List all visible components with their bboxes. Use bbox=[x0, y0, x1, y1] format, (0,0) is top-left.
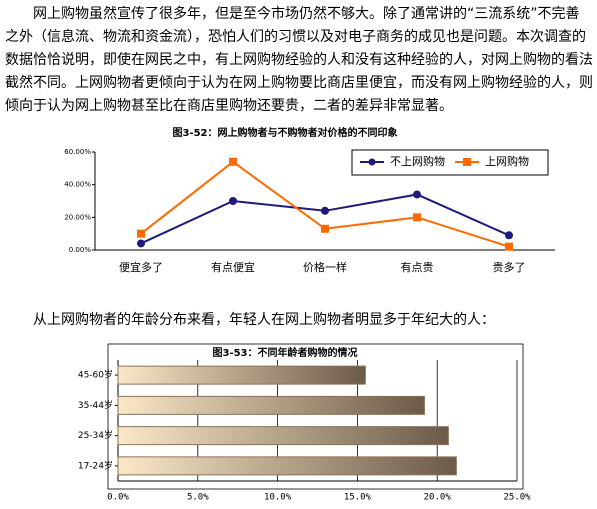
chart-title: 图3-53：不同年龄者购物的情况 bbox=[212, 346, 357, 359]
x-tick-label: 0.0% bbox=[107, 493, 129, 503]
paragraph: 从上网购物者的年龄分布来看，年轻人在网上购物者明显多于年纪大的人： bbox=[33, 312, 495, 328]
paragraph: 网上购物虽然宣传了很多年，但是至今市场仍然不够大。除了通常讲的“三流系统”不完善… bbox=[5, 6, 593, 114]
legend-marker bbox=[463, 158, 471, 166]
bar bbox=[117, 365, 366, 385]
x-tick-label: 25.0% bbox=[503, 493, 531, 503]
y-tick-label: 40.00% bbox=[64, 181, 91, 189]
y-tick-label: 0.00% bbox=[69, 246, 92, 254]
x-tick-label: 价格一样 bbox=[303, 260, 347, 274]
y-tick-label: 25-34岁 bbox=[78, 429, 113, 441]
x-tick-label: 便宜多了 bbox=[119, 260, 163, 274]
marker bbox=[137, 239, 145, 248]
series-line bbox=[140, 193, 510, 245]
marker bbox=[137, 229, 145, 238]
legend-label: 不上网购物 bbox=[390, 154, 445, 168]
y-tick-label: 17-24岁 bbox=[78, 459, 113, 471]
bar bbox=[117, 426, 449, 446]
bar bbox=[117, 456, 457, 476]
legend-box bbox=[351, 149, 549, 176]
y-tick-label: 20.00% bbox=[64, 213, 91, 221]
x-tick-label: 贵多了 bbox=[493, 260, 526, 274]
x-tick-label: 15.0% bbox=[344, 493, 372, 503]
x-tick-label: 有点贵 bbox=[401, 260, 434, 274]
marker bbox=[229, 157, 237, 166]
legend-label: 上网购物 bbox=[485, 154, 529, 168]
marker bbox=[229, 197, 237, 205]
legend-marker bbox=[368, 158, 376, 166]
x-tick-label: 5.0% bbox=[187, 493, 209, 503]
y-tick-label: 35-44岁 bbox=[78, 399, 113, 411]
marker bbox=[505, 231, 513, 240]
marker bbox=[321, 206, 329, 215]
x-tick-label: 有点便宜 bbox=[211, 260, 255, 274]
marker bbox=[505, 242, 513, 251]
chart-title: 图3-52：网上购物者与不购物者对价格的不同印象 bbox=[172, 126, 397, 139]
x-tick-label: 20.0% bbox=[424, 493, 452, 503]
y-tick-label: 45-60岁 bbox=[78, 369, 113, 381]
bar bbox=[117, 395, 425, 415]
x-tick-label: 10.0% bbox=[264, 493, 292, 503]
marker bbox=[413, 213, 421, 222]
marker bbox=[321, 224, 329, 233]
y-tick-label: 60.00% bbox=[64, 148, 91, 156]
marker bbox=[413, 190, 421, 199]
chart-frame bbox=[107, 343, 524, 490]
